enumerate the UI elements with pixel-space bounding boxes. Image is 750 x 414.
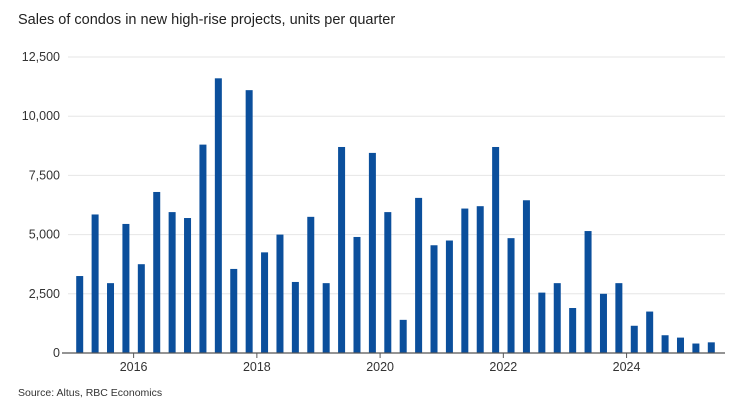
x-tick-label: 2018: [243, 360, 271, 374]
bar-2016Q4: [184, 218, 192, 353]
bar-2021Q1: [445, 240, 453, 353]
bar-2018Q4: [307, 216, 315, 353]
bar-2024Q2: [646, 311, 654, 353]
bar-2019Q3: [353, 236, 361, 353]
y-tick-label: 0: [53, 346, 60, 360]
y-tick-label: 10,000: [22, 109, 60, 123]
bar-2016Q2: [153, 191, 161, 353]
bar-2025Q1: [692, 343, 700, 353]
bar-2015Q3: [107, 283, 115, 353]
y-tick-label: 2,500: [29, 287, 60, 301]
bar-2017Q4: [245, 90, 253, 353]
x-tick-label: 2020: [366, 360, 394, 374]
bar-2023Q1: [569, 308, 577, 353]
x-tick-label: 2016: [120, 360, 148, 374]
x-tick-label: 2022: [489, 360, 517, 374]
bar-2022Q2: [522, 200, 530, 353]
bar-2020Q4: [430, 245, 438, 353]
bar-2020Q3: [415, 197, 423, 353]
bar-2021Q4: [492, 146, 500, 353]
bar-2023Q2: [584, 231, 592, 353]
bar-2020Q1: [384, 212, 392, 353]
bar-2021Q2: [461, 208, 469, 353]
bar-2022Q1: [507, 238, 515, 353]
bar-2018Q1: [261, 252, 269, 353]
bar-2018Q3: [291, 281, 299, 353]
bar-2016Q1: [137, 264, 145, 353]
y-tick-label: 5,000: [29, 228, 60, 242]
bar-2016Q3: [168, 212, 176, 353]
bar-2017Q1: [199, 144, 207, 353]
chart-title: Sales of condos in new high-rise project…: [18, 12, 396, 28]
bar-2019Q2: [338, 146, 346, 353]
bar-2022Q3: [538, 292, 546, 353]
bar-2022Q4: [553, 283, 561, 353]
source-note: Source: Altus, RBC Economics: [18, 387, 163, 399]
bar-2017Q3: [230, 268, 238, 353]
bar-2019Q4: [368, 152, 376, 353]
bar-2015Q4: [122, 223, 130, 353]
bar-2024Q3: [661, 335, 669, 353]
bar-2024Q4: [676, 337, 684, 353]
y-tick-label: 7,500: [29, 168, 60, 182]
bar-2018Q2: [276, 234, 284, 353]
bar-2021Q3: [476, 206, 484, 353]
bar-2019Q1: [322, 283, 330, 353]
y-tick-label: 12,500: [22, 50, 60, 64]
bar-2023Q3: [599, 293, 607, 353]
bar-2015Q2: [91, 214, 99, 353]
bar-2023Q4: [615, 283, 623, 353]
x-tick-label: 2024: [613, 360, 641, 374]
bar-2024Q1: [630, 325, 638, 353]
bar-2025Q2: [707, 342, 715, 353]
bar-2017Q2: [214, 78, 222, 353]
bar-2015Q1: [76, 276, 84, 353]
bar-2020Q2: [399, 319, 407, 353]
